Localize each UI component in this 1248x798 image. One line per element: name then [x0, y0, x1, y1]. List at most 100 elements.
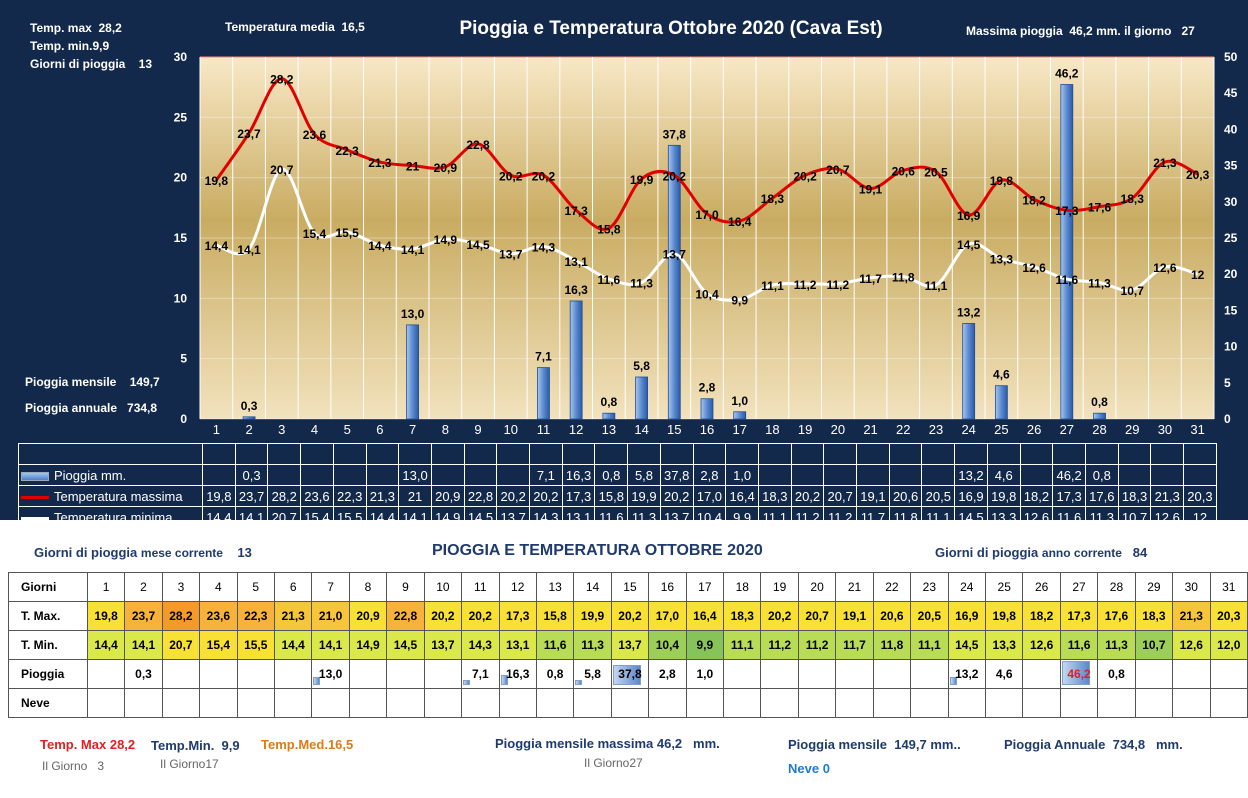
days-spacer-cell	[1019, 443, 1054, 465]
days-spacer-cell	[1117, 443, 1152, 465]
days-spacer-cell	[790, 443, 825, 465]
day-header-cell: 1	[86, 572, 126, 602]
rain-cell-wrap: 0,8	[1098, 660, 1134, 688]
tmax-point-label: 21,3	[1153, 156, 1177, 170]
snow-value-cell	[1059, 688, 1099, 718]
snow-value-cell	[685, 688, 725, 718]
rain-value-cell: 1,0	[685, 659, 725, 689]
x-tick-label: 19	[798, 422, 812, 437]
tmin-point-label: 12,6	[1022, 261, 1046, 275]
tmin-cell: 10,4	[692, 506, 727, 528]
snow-value-cell	[723, 688, 762, 718]
tmin-value-cell: 10,4	[648, 630, 687, 660]
tmin-point-label: 11,6	[598, 273, 621, 287]
rain-value-cell	[273, 659, 313, 689]
tmin-value-cell: 13,3	[984, 630, 1024, 660]
tmax-value-cell: 20,2	[423, 601, 463, 631]
rain-bar-label: 0,3	[241, 399, 258, 413]
tmin-point-label: 13,7	[499, 248, 523, 262]
tmin-row-bottom: T. Min. 14,4 14,1 20,7 15,4 15,5 14,4 14,1 14,9 1…	[8, 630, 1248, 660]
days-spacer-cell	[463, 443, 498, 465]
tmin-cell: 14,4	[365, 506, 400, 528]
tmax-cell: 20,2	[529, 485, 563, 507]
rain-value-text: 37,8	[618, 667, 642, 681]
annual-rain-info-value: 734,8	[127, 401, 158, 415]
rain-value-text: 1,0	[696, 667, 714, 681]
tmax-point-label: 23,7	[237, 127, 261, 141]
tmax-cell: 19,1	[856, 485, 890, 507]
weather-table: Giorni 1 2 3 4 5 6 7 8 9 10 11 12 13 14 15 16 17 18 19 20 21 2…	[8, 572, 1248, 718]
rain-cell-wrap: 16,3	[500, 660, 536, 688]
tmin-point-label: 14,3	[532, 240, 556, 254]
tmax-cell: 18,2	[1019, 485, 1054, 507]
tmin-value-cell: 13,7	[610, 630, 650, 660]
footer-max-rain-value: 46,2	[656, 736, 683, 751]
day-header-cell: 6	[273, 572, 313, 602]
footer-snow: Neve 0	[788, 761, 830, 776]
legend-tmin: Temperatura minima	[18, 506, 203, 528]
tmax-value-cell: 19,8	[984, 601, 1024, 631]
tmin-point-label: 11,8	[892, 271, 915, 285]
rain-cell	[1150, 464, 1185, 486]
y-right-tick-label: 30	[1224, 195, 1238, 209]
rain-bar	[406, 324, 420, 420]
tmin-line	[215, 167, 1199, 302]
rain-bar	[569, 300, 583, 420]
y-right-tick-label: 50	[1224, 50, 1238, 64]
days-spacer-cell	[267, 443, 302, 465]
tmax-row: Temperatura massima 19,8 23,7 28,2 23,6 22,3 2…	[18, 485, 1217, 507]
rain-days-year: Giorni di pioggia anno corrente 84	[935, 545, 1147, 560]
tmax-cell: 19,9	[627, 485, 661, 507]
day-header-cell: 2	[124, 572, 163, 602]
tmax-value-cell: 16,4	[685, 601, 725, 631]
tmax-cell: 21,3	[1150, 485, 1185, 507]
x-tick-label: 21	[863, 422, 877, 437]
tmin-cell: 11,6	[1052, 506, 1086, 528]
tmax-cell: 22,3	[332, 485, 367, 507]
rain-days-year-value: 84	[1132, 545, 1148, 560]
days-row-label	[18, 443, 203, 465]
snow-value-cell	[1172, 688, 1211, 718]
tmax-value-cell: 28,2	[161, 601, 201, 631]
days-spacer-cell	[627, 443, 661, 465]
rain-value-cell	[1209, 659, 1248, 689]
footer-monthly-value: 149,7 mm..	[894, 737, 961, 752]
rain-bar	[962, 323, 976, 420]
tmin-value-cell: 15,4	[199, 630, 238, 660]
y-right-tick-label: 15	[1224, 303, 1238, 317]
tmin-cell: 14,5	[463, 506, 498, 528]
tmax-value-cell: 20,2	[461, 601, 500, 631]
rain-value-cell	[423, 659, 463, 689]
tmax-value-cell: 17,3	[498, 601, 537, 631]
tmax-point-label: 20,5	[924, 166, 948, 180]
day-header-cell: 7	[311, 572, 350, 602]
snow-value-cell	[1022, 688, 1061, 718]
snow-value-cell	[797, 688, 837, 718]
rain-value-text: 16,3	[506, 667, 530, 681]
tmax-cell: 21,3	[365, 485, 400, 507]
days-spacer-cell	[954, 443, 988, 465]
footer-tmax-label: Temp. Max	[40, 737, 107, 752]
rain-value-cell	[199, 659, 238, 689]
tmin-cell: 20,7	[267, 506, 302, 528]
tmin-point-label: 13,3	[990, 253, 1014, 267]
tmin-point-label: 9,9	[731, 294, 748, 308]
rain-cell	[430, 464, 465, 486]
snow-value-cell	[835, 688, 874, 718]
tmin-cell: 11,3	[1084, 506, 1119, 528]
snow-value-cell	[273, 688, 313, 718]
rain-value-cell: 0,8	[1097, 659, 1136, 689]
rain-cell-wrap: 46,2	[1061, 660, 1097, 688]
x-tick-label: 25	[994, 422, 1008, 437]
x-tick-label: 8	[442, 422, 449, 437]
footer-tmin-value: 9,9	[221, 738, 240, 753]
tmax-cell: 17,6	[1084, 485, 1119, 507]
x-tick-label: 1	[213, 422, 220, 437]
day-header-cell: 25	[984, 572, 1024, 602]
rain-value-text: 0,8	[1108, 667, 1125, 681]
snow-value-cell	[1209, 688, 1248, 718]
days-spacer-cell	[202, 443, 236, 465]
tmed-info-value: 16,5	[341, 20, 365, 34]
x-tick-label: 9	[474, 422, 481, 437]
day-header-cell: 22	[872, 572, 912, 602]
